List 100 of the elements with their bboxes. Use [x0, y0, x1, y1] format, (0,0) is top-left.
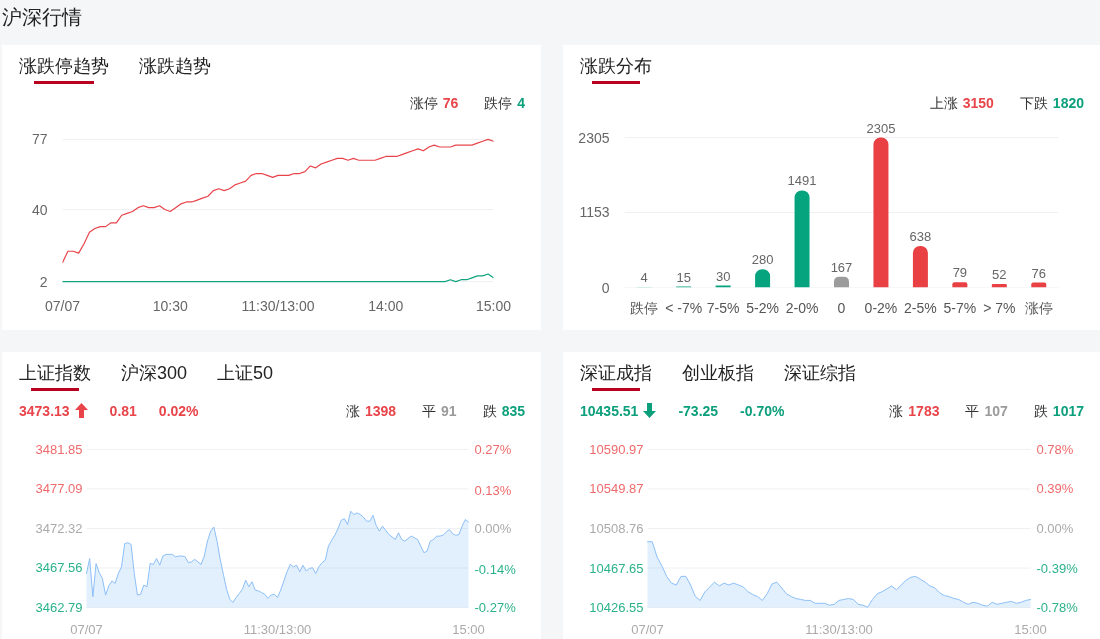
- data-label: 1491: [787, 173, 817, 189]
- x-tick-label: 11:30/13:00: [241, 297, 315, 314]
- x-tick-label: < -7%: [665, 299, 703, 316]
- x-tick-label: 15:00: [1014, 621, 1047, 637]
- text: 沪深行情: [1, 5, 82, 30]
- text: 3150: [962, 95, 994, 111]
- chart-title: 涨跌停趋势: [19, 55, 109, 78]
- y-tick-label: 10549.87: [589, 481, 644, 497]
- data-label: 167: [830, 259, 853, 275]
- text: 涨: [345, 403, 360, 419]
- x-tick-label: 07/07: [44, 297, 81, 314]
- y2-tick-label: -0.78%: [1036, 600, 1079, 616]
- data-label: 2305: [866, 120, 896, 136]
- y-tick-label: 3462.79: [35, 600, 83, 616]
- data-label: 638: [909, 228, 932, 244]
- text: 1783: [908, 403, 940, 419]
- y-tick-label: 10508.76: [589, 520, 644, 536]
- x-tick-label: 14:00: [368, 297, 404, 314]
- y-tick-label: 3477.09: [35, 481, 83, 497]
- text: 1820: [1052, 95, 1084, 111]
- text: 1398: [364, 403, 397, 419]
- text: 涨停: [409, 95, 438, 111]
- text: 跌: [482, 403, 497, 419]
- data-label: 280: [751, 252, 774, 268]
- y-tick-label: 0: [601, 279, 610, 296]
- text: 平: [965, 403, 980, 419]
- data-label: 52: [992, 267, 1007, 283]
- y2-tick-label: 0.78%: [1036, 441, 1074, 457]
- text: 91: [441, 403, 457, 419]
- chart-title: 涨跌分布: [580, 55, 652, 78]
- y-tick-label: 3472.32: [35, 520, 83, 536]
- text: 涨跌趋势: [139, 55, 211, 78]
- bar: [952, 282, 968, 288]
- text: 835: [501, 403, 525, 419]
- text: 平: [422, 403, 437, 419]
- data-label: 4: [640, 270, 648, 286]
- text: 0.02%: [158, 402, 199, 421]
- y-tick-label: 10590.97: [589, 441, 644, 457]
- y-tick-label: 2305: [578, 129, 610, 146]
- line-series: [62, 138, 494, 264]
- bar: [912, 245, 928, 288]
- x-tick-label: 10:30: [152, 297, 188, 314]
- text: 涨: [889, 403, 904, 419]
- x-tick-label: 2-0%: [785, 299, 819, 316]
- line-series: [62, 273, 494, 283]
- y-tick-label: 10467.65: [589, 560, 644, 576]
- y2-tick-label: 0.13%: [474, 482, 512, 498]
- x-tick-label: 2-5%: [904, 299, 937, 316]
- text: 创业板指: [682, 362, 754, 385]
- text: 深证综指: [784, 362, 856, 385]
- y2-tick-label: -0.39%: [1036, 560, 1079, 576]
- text: 107: [984, 403, 1008, 419]
- bar: [794, 190, 810, 288]
- x-tick-label: > 7%: [983, 299, 1016, 316]
- text: 跌: [1033, 403, 1048, 419]
- text: 下跌: [1019, 95, 1048, 111]
- x-tick-label: 0-2%: [864, 299, 898, 316]
- x-tick-label: 15:00: [452, 621, 485, 637]
- x-tick-label: 0: [837, 299, 846, 316]
- data-label: 76: [1031, 265, 1047, 281]
- text: -0.70%: [740, 402, 785, 421]
- x-tick-label: 跌停: [630, 299, 659, 316]
- text: 10435.51: [580, 402, 640, 421]
- y-tick-label: 10426.55: [589, 600, 644, 616]
- text: 1017: [1052, 403, 1084, 419]
- text: 跌停: [484, 95, 513, 111]
- x-tick-label: 11:30/13:00: [805, 621, 873, 637]
- data-label: 30: [715, 268, 731, 284]
- text: 0.81: [109, 402, 137, 421]
- x-tick-label: 5-2%: [746, 299, 779, 316]
- x-tick-label: 5-7%: [943, 299, 977, 316]
- text: 3473.13: [19, 402, 71, 421]
- x-tick-label: 11:30/13:00: [243, 621, 312, 637]
- x-tick-label: 7-5%: [706, 299, 740, 316]
- text: 4: [517, 95, 525, 111]
- text: 76: [442, 95, 459, 111]
- x-tick-label: 07/07: [631, 621, 664, 637]
- text: 上涨: [929, 95, 958, 111]
- bar: [873, 137, 889, 288]
- text: 上证50: [217, 362, 274, 385]
- y2-tick-label: -0.14%: [474, 562, 517, 577]
- text: 沪深300: [121, 362, 188, 385]
- y2-tick-label: 0.00%: [1036, 520, 1074, 536]
- y2-tick-label: -0.27%: [474, 600, 517, 616]
- chart-title: 深证成指: [580, 362, 652, 385]
- x-tick-label: 涨停: [1024, 299, 1053, 316]
- y-tick-label: 2: [39, 273, 48, 290]
- y2-tick-label: 0.27%: [474, 441, 512, 457]
- text: -73.25: [678, 402, 719, 421]
- y-tick-label: 3481.85: [35, 441, 83, 457]
- y-tick-label: 3467.56: [35, 560, 83, 576]
- y2-tick-label: 0.00%: [474, 520, 512, 536]
- y-tick-label: 1153: [579, 204, 610, 221]
- y2-tick-label: 0.39%: [1036, 481, 1074, 497]
- x-tick-label: 07/07: [70, 621, 103, 637]
- data-label: 79: [952, 265, 968, 281]
- y-tick-label: 77: [31, 131, 48, 148]
- data-label: 15: [676, 269, 691, 285]
- chart-title: 上证指数: [19, 362, 91, 385]
- y-tick-label: 40: [31, 201, 48, 218]
